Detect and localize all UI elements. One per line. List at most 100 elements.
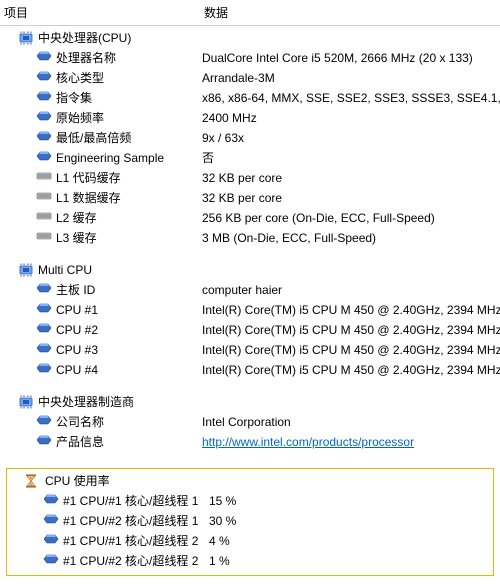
- chip-icon: [18, 31, 34, 45]
- section-title: Multi CPU: [38, 261, 92, 279]
- property-label: L3 缓存: [56, 229, 97, 247]
- property-row: L2 缓存 256 KB per core (On-Die, ECC, Full-…: [0, 208, 500, 228]
- property-value: 4 %: [209, 534, 230, 548]
- property-label: 原始频率: [56, 109, 104, 127]
- property-row: #1 CPU/#1 核心/超线程 1 15 %: [7, 491, 493, 511]
- property-row: CPU #3 Intel(R) Core(TM) i5 CPU M 450 @ 2…: [0, 340, 500, 360]
- property-label: 最低/最高倍频: [56, 129, 131, 147]
- section-header-row: 中央处理器(CPU): [0, 28, 500, 48]
- cpu-item-icon: [36, 415, 52, 429]
- property-label: L2 缓存: [56, 209, 97, 227]
- property-value: 256 KB per core (On-Die, ECC, Full-Speed…: [202, 211, 435, 225]
- property-row: 核心类型 Arrandale-3M: [0, 68, 500, 88]
- cpu-item-icon: [43, 514, 59, 528]
- property-row: L3 缓存 3 MB (On-Die, ECC, Full-Speed): [0, 228, 500, 248]
- property-row: #1 CPU/#2 核心/超线程 2 1 %: [7, 551, 493, 571]
- section-title: 中央处理器(CPU): [38, 29, 131, 47]
- property-label: CPU #4: [56, 361, 98, 379]
- property-value: computer haier: [202, 283, 282, 297]
- property-row: 最低/最高倍频 9x / 63x: [0, 128, 500, 148]
- property-label: L1 数据缓存: [56, 189, 121, 207]
- cpu-item-icon: [36, 303, 52, 317]
- property-value: Intel(R) Core(TM) i5 CPU M 450 @ 2.40GHz…: [202, 343, 500, 357]
- property-label: 主板 ID: [56, 281, 95, 299]
- section-title: 中央处理器制造商: [38, 393, 134, 411]
- manufacturer-link[interactable]: http://www.intel.com/products/processor: [202, 435, 414, 449]
- header-col-data: 数据: [204, 4, 500, 21]
- cpu-item-icon: [43, 554, 59, 568]
- property-row: 公司名称 Intel Corporation: [0, 412, 500, 432]
- property-row: L1 数据缓存 32 KB per core: [0, 188, 500, 208]
- section-header-row: 中央处理器制造商: [0, 392, 500, 412]
- cpu-item-icon: [36, 111, 52, 125]
- property-label: 指令集: [56, 89, 92, 107]
- memory-icon: [36, 211, 52, 225]
- property-value: 1 %: [209, 554, 230, 568]
- cpu-item-icon: [36, 131, 52, 145]
- property-value: Intel(R) Core(TM) i5 CPU M 450 @ 2.40GHz…: [202, 303, 500, 317]
- property-label: #1 CPU/#1 核心/超线程 1: [63, 492, 198, 510]
- property-label: L1 代码缓存: [56, 169, 121, 187]
- property-label: 处理器名称: [56, 49, 116, 67]
- property-row: CPU #4Intel(R) Core(TM) i5 CPU M 450 @ 2…: [0, 360, 500, 380]
- cpu-usage-highlight-box: CPU 使用率 #1 CPU/#1 核心/超线程 1 15 % #1 CPU/#2 核…: [6, 468, 494, 576]
- cpu-item-icon: [36, 151, 52, 165]
- property-label: 产品信息: [56, 433, 104, 451]
- cpu-item-icon: [36, 71, 52, 85]
- property-value: 2400 MHz: [202, 111, 257, 125]
- property-value: 32 KB per core: [202, 171, 282, 185]
- property-row: 处理器名称 DualCore Intel Core i5 520M, 2666 M…: [0, 48, 500, 68]
- memory-icon: [36, 231, 52, 245]
- cpu-item-icon: [36, 51, 52, 65]
- property-row: CPU #1 Intel(R) Core(TM) i5 CPU M 450 @ 2…: [0, 300, 500, 320]
- property-row: Engineering Sample 否: [0, 148, 500, 168]
- cpu-item-icon: [43, 534, 59, 548]
- section-spacer: [0, 248, 500, 260]
- property-value: x86, x86-64, MMX, SSE, SSE2, SSE3, SSSE3…: [202, 91, 500, 105]
- property-row: L1 代码缓存 32 KB per core: [0, 168, 500, 188]
- property-row: 指令集 x86, x86-64, MMX, SSE, SSE2, SSE3, SS…: [0, 88, 500, 108]
- cpu-item-icon: [43, 494, 59, 508]
- memory-icon: [36, 191, 52, 205]
- section-title: CPU 使用率: [45, 472, 110, 490]
- property-row: #1 CPU/#2 核心/超线程 130 %: [7, 511, 493, 531]
- property-value: 9x / 63x: [202, 131, 244, 145]
- property-value: 30 %: [209, 514, 236, 528]
- property-value: 15 %: [209, 494, 236, 508]
- property-value: Intel Corporation: [202, 415, 291, 429]
- hourglass-icon: [25, 474, 41, 488]
- property-label: CPU #2: [56, 321, 98, 339]
- content-body: 中央处理器(CPU) 处理器名称 DualCore Intel Core i5 52…: [0, 26, 500, 588]
- chip-icon: [18, 395, 34, 409]
- property-value: 32 KB per core: [202, 191, 282, 205]
- cpu-item-icon: [36, 363, 52, 377]
- property-value: 3 MB (On-Die, ECC, Full-Speed): [202, 231, 376, 245]
- section-header-row: CPU 使用率: [7, 471, 493, 491]
- property-label: Engineering Sample: [56, 149, 164, 167]
- chip-icon: [18, 263, 34, 277]
- cpu-item-icon: [36, 283, 52, 297]
- cpu-item-icon: [36, 435, 52, 449]
- property-label: CPU #1: [56, 301, 98, 319]
- memory-icon: [36, 171, 52, 185]
- property-value: DualCore Intel Core i5 520M, 2666 MHz (2…: [202, 51, 473, 65]
- property-label: 公司名称: [56, 413, 104, 431]
- section-spacer: [0, 380, 500, 392]
- property-label: CPU #3: [56, 341, 98, 359]
- property-row: #1 CPU/#1 核心/超线程 2 4 %: [7, 531, 493, 551]
- property-value: 否: [202, 151, 214, 165]
- cpu-item-icon: [36, 343, 52, 357]
- property-row: 产品信息 http://www.intel.com/products/proces…: [0, 432, 500, 452]
- property-row: 原始频率 2400 MHz: [0, 108, 500, 128]
- property-label: #1 CPU/#2 核心/超线程 2: [63, 552, 198, 570]
- table-header: 项目 数据: [0, 0, 500, 26]
- cpu-item-icon: [36, 323, 52, 337]
- property-label: #1 CPU/#1 核心/超线程 2: [63, 532, 198, 550]
- property-value: Intel(R) Core(TM) i5 CPU M 450 @ 2.40GHz…: [202, 323, 500, 337]
- section-header-row: Multi CPU: [0, 260, 500, 280]
- property-row: 主板 ID computer haier: [0, 280, 500, 300]
- section-spacer: [0, 452, 500, 464]
- property-label: 核心类型: [56, 69, 104, 87]
- property-row: CPU #2 Intel(R) Core(TM) i5 CPU M 450 @ 2…: [0, 320, 500, 340]
- property-value: Arrandale-3M: [202, 71, 275, 85]
